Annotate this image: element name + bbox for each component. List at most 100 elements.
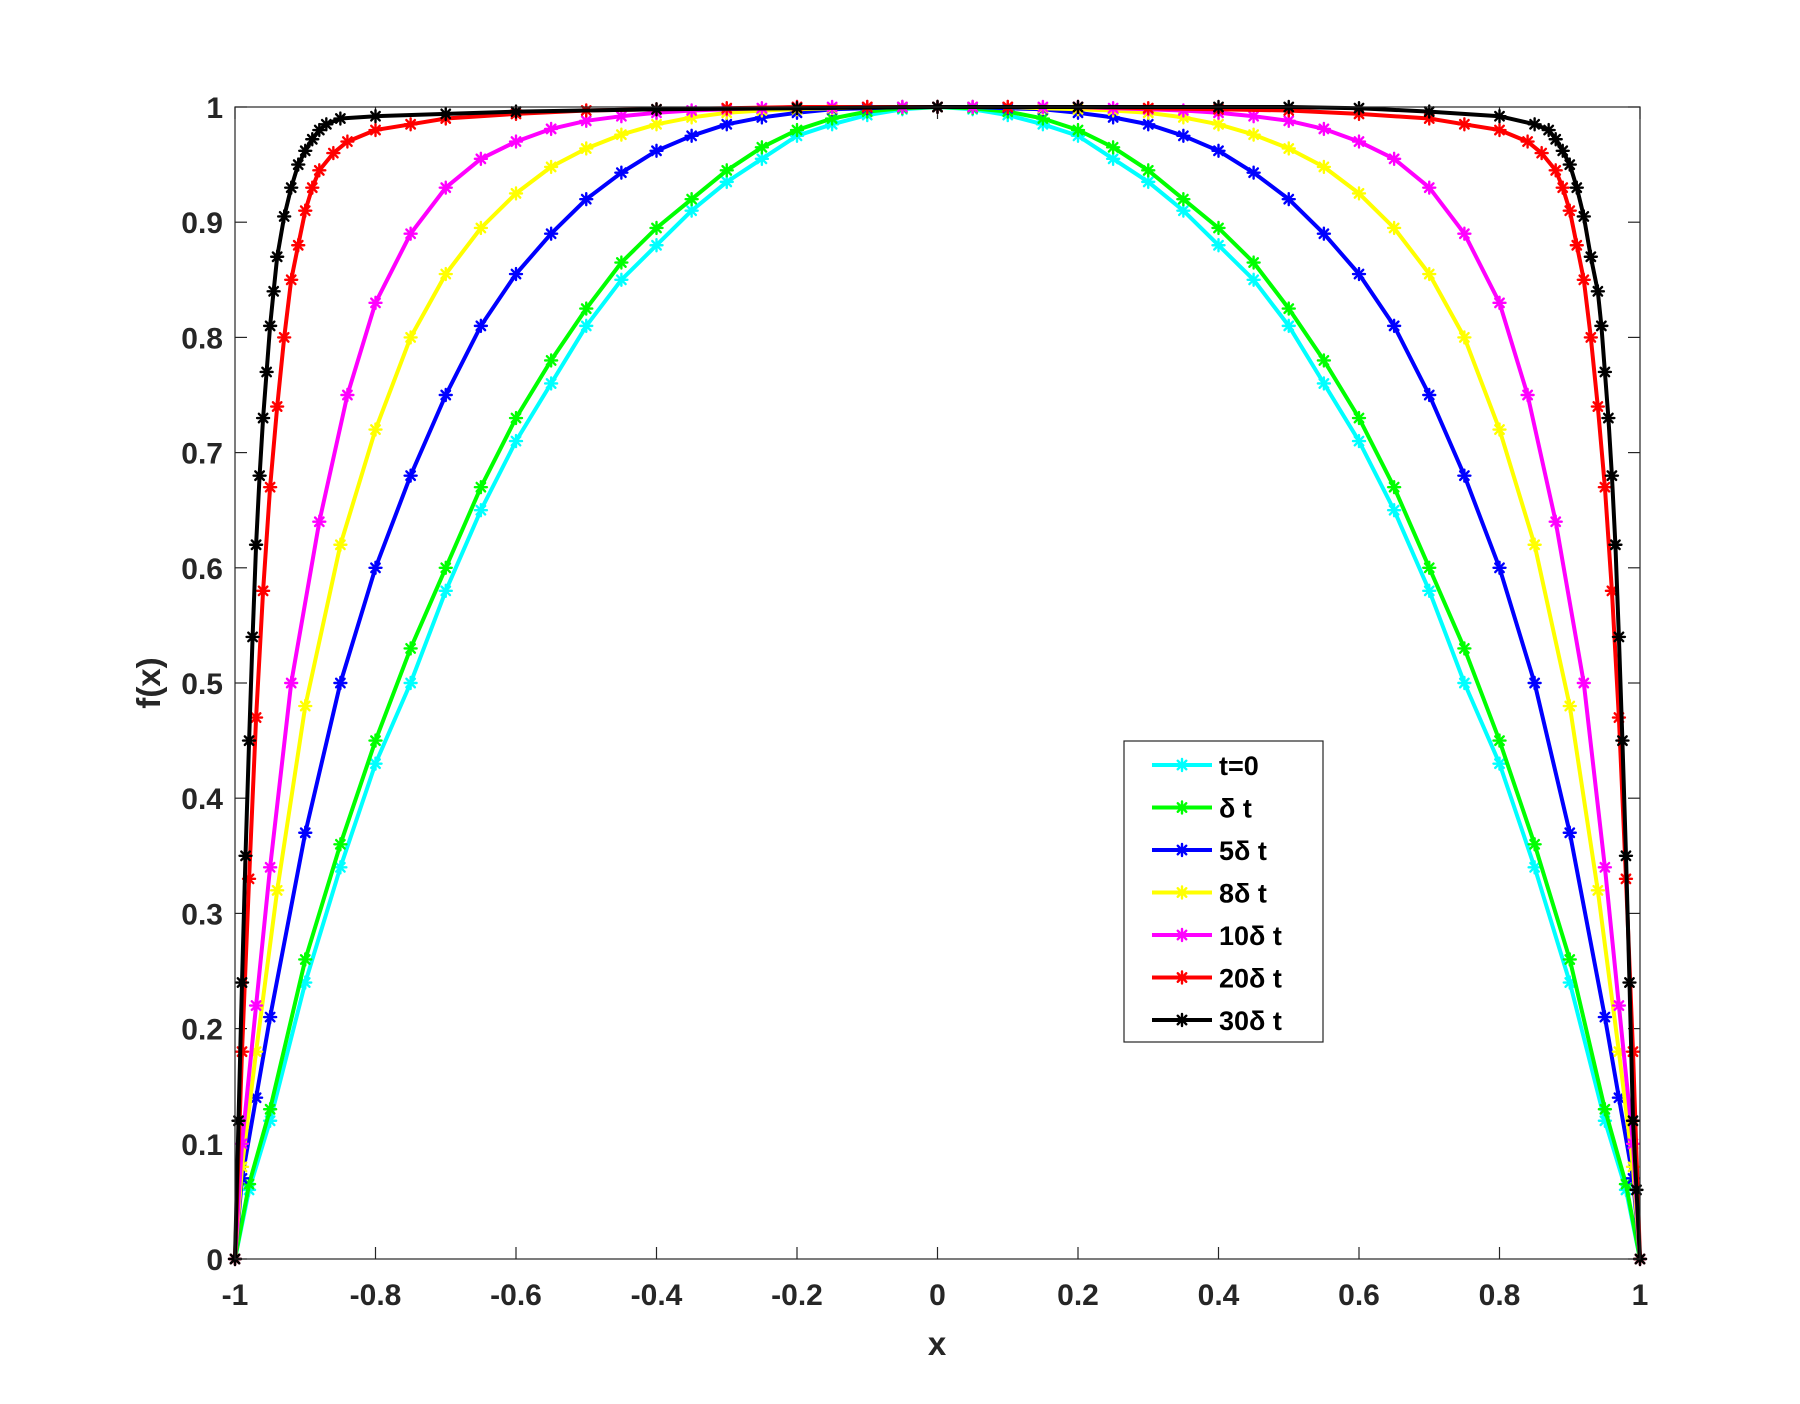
data-point (1629, 1182, 1644, 1198)
data-point (1562, 825, 1577, 840)
data-point (1281, 301, 1296, 316)
data-point (473, 503, 489, 518)
data-point (508, 410, 524, 426)
data-point (1576, 272, 1592, 287)
data-point (1492, 733, 1507, 748)
data-point (238, 848, 253, 863)
data-point (312, 163, 327, 178)
data-point (543, 159, 559, 175)
data-point (403, 675, 418, 691)
data-point (684, 128, 699, 144)
data-point (1611, 629, 1627, 645)
data-point (1492, 295, 1507, 311)
data-point (1492, 422, 1507, 437)
data-point (1590, 399, 1606, 414)
data-point (1351, 134, 1367, 149)
data-point (1281, 191, 1296, 207)
data-point (248, 537, 264, 552)
legend-entry: 10δ t (1152, 921, 1282, 951)
data-point (719, 163, 734, 178)
data-point (438, 560, 453, 575)
data-point (284, 272, 299, 287)
data-point (579, 141, 594, 156)
data-point (1576, 675, 1592, 691)
data-point (1386, 318, 1402, 334)
data-point (649, 143, 664, 158)
data-point (754, 140, 770, 155)
legend-marker (1174, 927, 1190, 943)
data-point (1141, 174, 1156, 190)
data-point (1386, 151, 1402, 167)
data-point (269, 249, 285, 264)
data-point (403, 226, 418, 241)
x-tick-label: 1 (1632, 1279, 1649, 1312)
data-point (262, 318, 278, 334)
plot-area (235, 107, 1640, 1259)
data-point (1176, 203, 1191, 218)
data-point (291, 157, 306, 172)
data-point (824, 111, 840, 126)
data-point (1457, 641, 1472, 656)
data-point (298, 143, 313, 158)
data-point (368, 560, 383, 575)
data-point (649, 220, 664, 236)
data-point (262, 1102, 278, 1117)
legend-marker (1174, 885, 1190, 900)
data-point (1492, 109, 1507, 124)
data-point (1604, 468, 1620, 483)
data-point (1527, 117, 1542, 132)
data-point (1569, 180, 1584, 195)
data-point (298, 698, 313, 714)
data-point (719, 174, 734, 190)
y-tick-label: 0.7 (181, 438, 223, 471)
data-point (1457, 117, 1472, 132)
data-point (1457, 468, 1472, 483)
data-point (1070, 122, 1086, 138)
data-point (473, 220, 489, 236)
data-point (473, 151, 489, 167)
data-point (438, 106, 453, 122)
data-point (1625, 1113, 1641, 1128)
data-point (473, 318, 489, 334)
data-point (340, 387, 355, 403)
data-point (248, 1090, 264, 1105)
data-point (1386, 479, 1402, 495)
legend-marker (1174, 757, 1190, 773)
data-point (614, 109, 629, 124)
data-point (1211, 117, 1226, 132)
data-point (649, 117, 664, 132)
data-point (789, 122, 805, 138)
data-point (438, 266, 453, 282)
data-point (1246, 109, 1261, 124)
data-point (1316, 376, 1332, 391)
tick-labels: -1 -0.8 -0.6 -0.4 -0.2 0 0.2 0.4 0.6 0.8 1 0 0.1 0.2 0… (181, 92, 1648, 1312)
data-point (1520, 387, 1535, 403)
data-point (326, 145, 341, 161)
data-point (543, 121, 559, 137)
data-point (1351, 433, 1367, 449)
data-point (1457, 675, 1472, 691)
data-point (1541, 122, 1556, 138)
data-point (1527, 837, 1542, 852)
data-point (269, 883, 285, 898)
data-point (368, 122, 383, 138)
legend-label: 5δ t (1219, 836, 1267, 866)
data-point (266, 284, 281, 299)
data-point (245, 629, 260, 645)
data-point (1562, 698, 1577, 714)
data-point (1492, 560, 1507, 575)
data-point (614, 272, 629, 287)
data-point (1601, 410, 1616, 426)
data-point (1422, 560, 1437, 575)
data-point (1597, 1102, 1613, 1117)
data-point (1597, 1009, 1613, 1025)
data-point (333, 675, 348, 691)
data-point (719, 117, 734, 132)
data-point (1105, 151, 1121, 167)
data-point (1246, 165, 1261, 180)
data-point (262, 860, 278, 875)
data-point (1246, 272, 1261, 287)
data-point (579, 191, 594, 207)
data-point (1422, 583, 1437, 599)
data-point (1492, 122, 1507, 138)
